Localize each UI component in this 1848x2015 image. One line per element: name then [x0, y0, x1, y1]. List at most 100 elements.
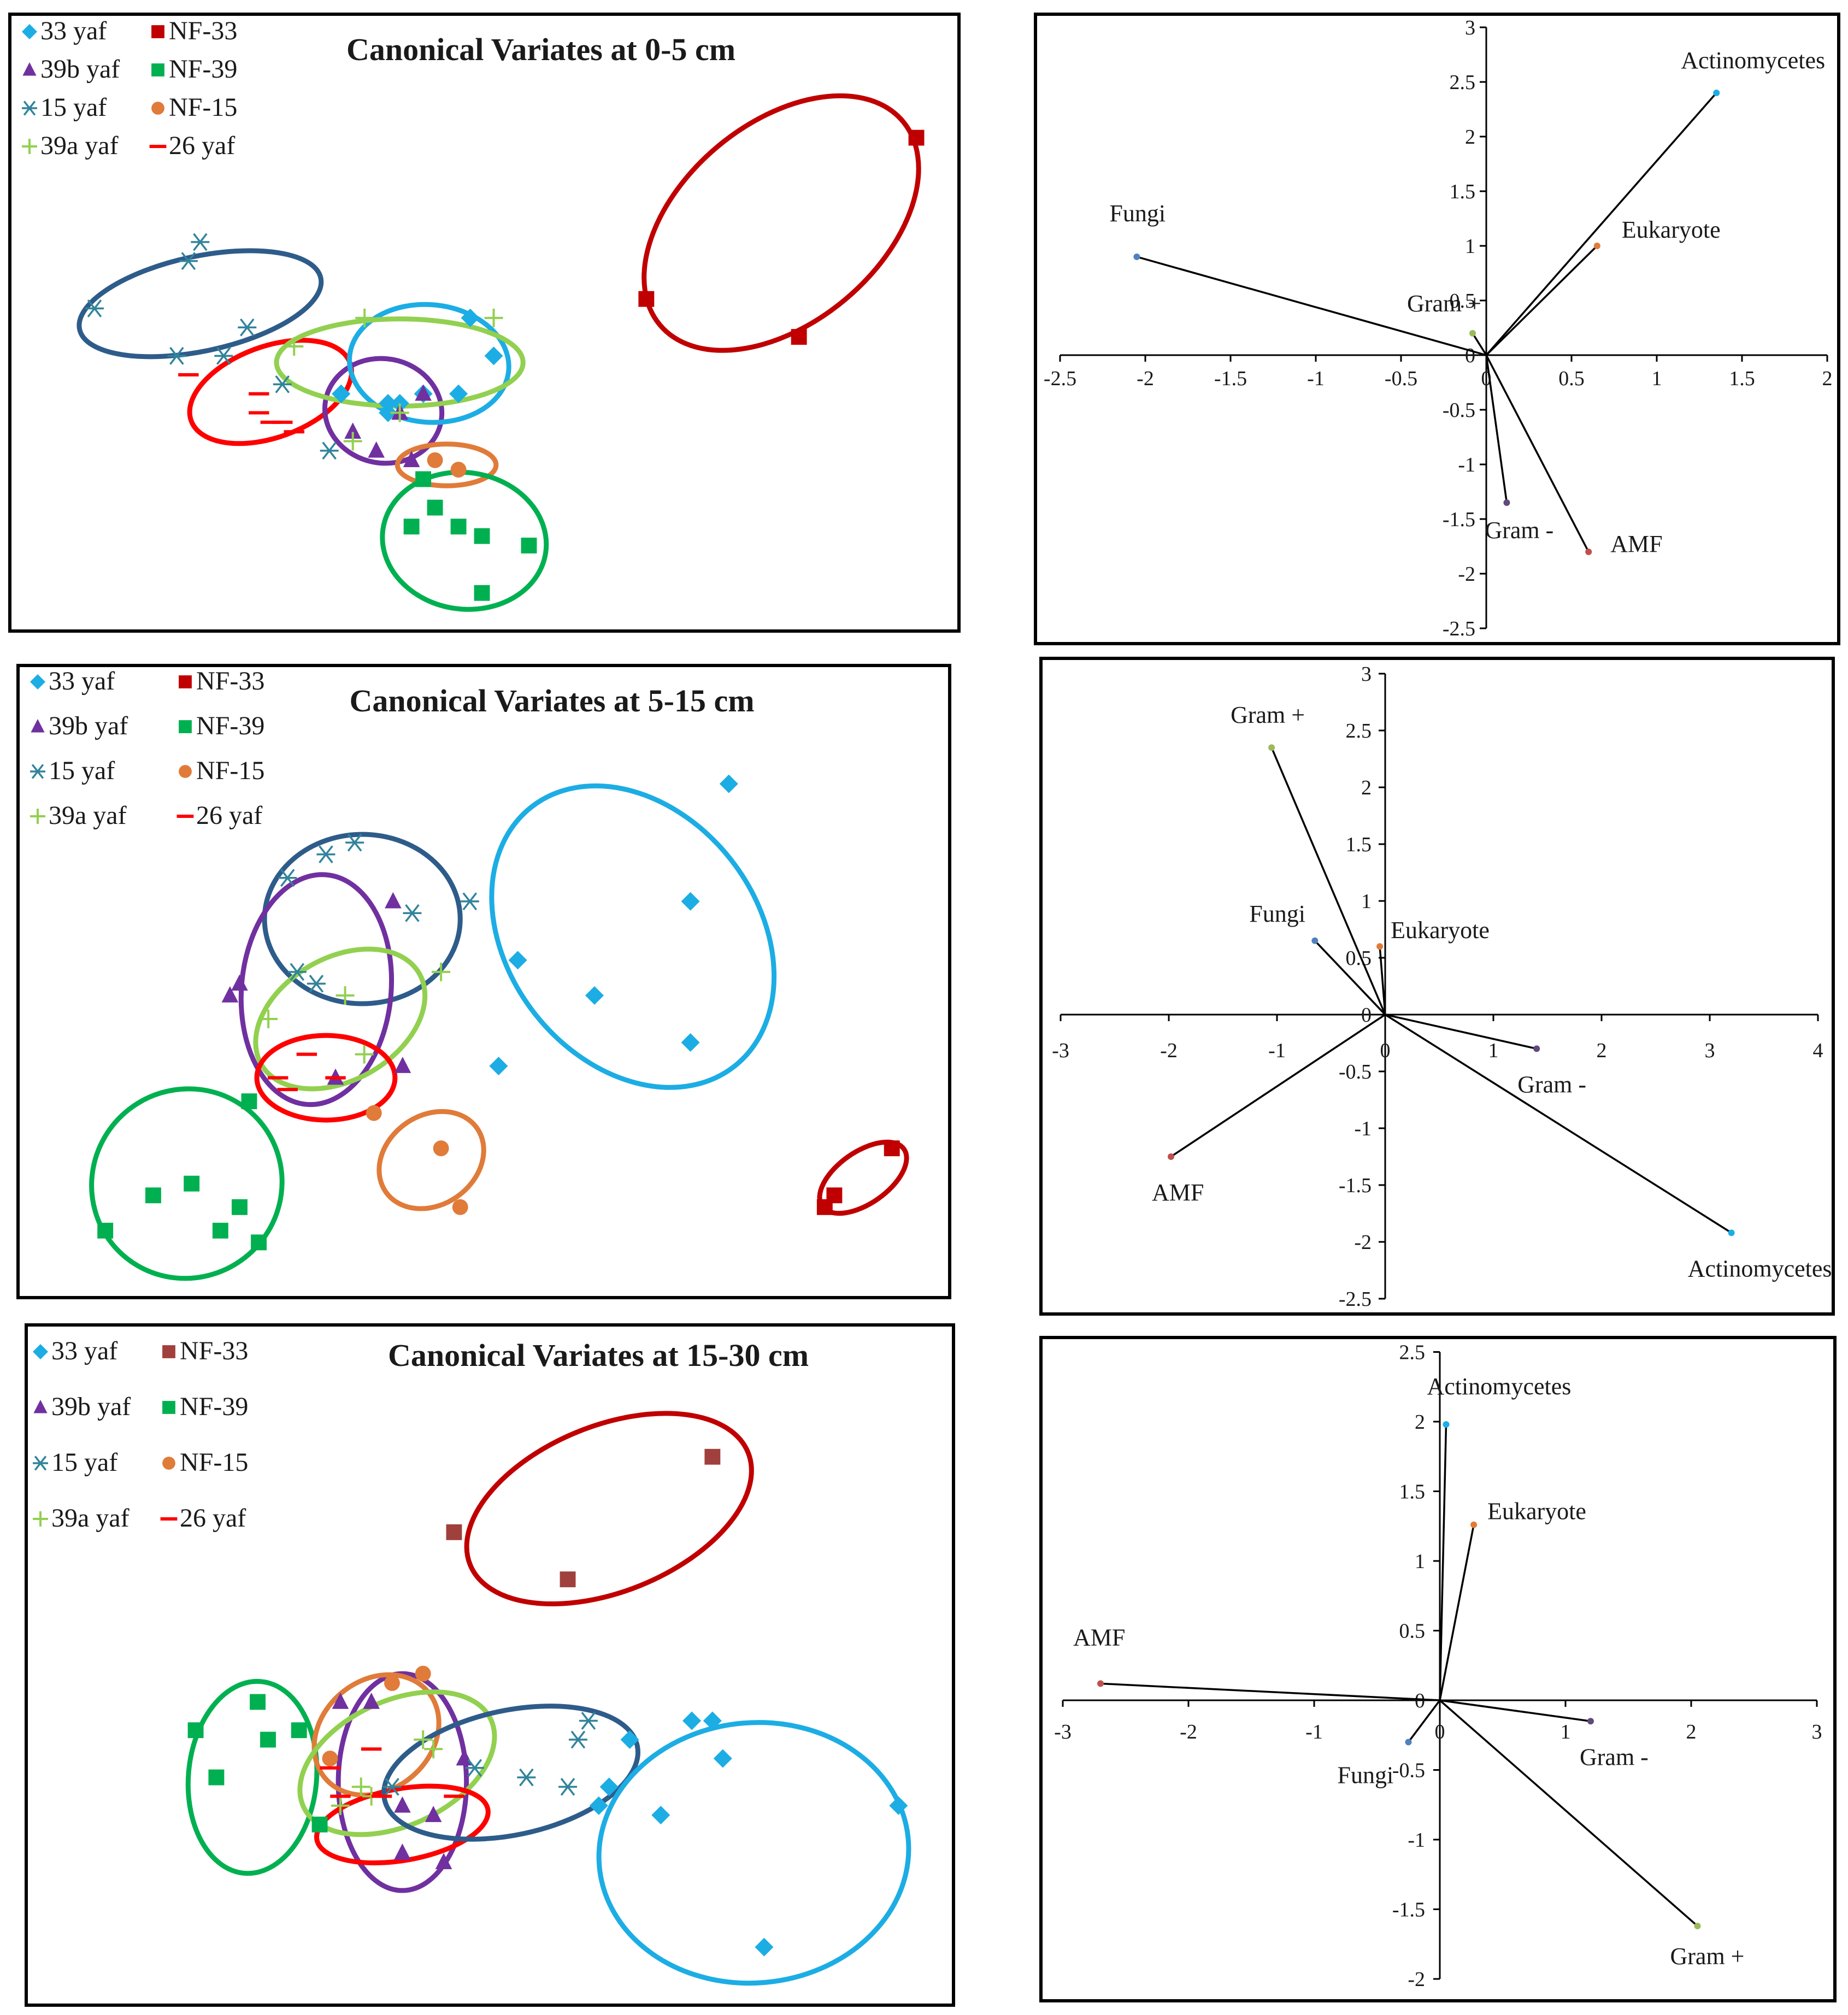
ellipse-nf-33 [464, 1411, 754, 1607]
vector-eukaryote: Eukaryote [1376, 917, 1490, 1015]
legend-marker-33-yaf [30, 674, 45, 690]
ellipse-nf-39 [185, 1678, 320, 1876]
point-33-yaf [585, 986, 604, 1005]
point-15-yaf [273, 375, 292, 393]
point-15-yaf [167, 346, 186, 365]
y-tick-label: 2.5 [1346, 720, 1372, 743]
scatter-panel-15-30cm: Canonical Variates at 15-30 cm 33 yaf NF-3… [25, 1323, 955, 2007]
vector-label: Actinomycetes [1688, 1255, 1832, 1282]
x-tick-label: -1.5 [1214, 367, 1247, 390]
vector-endpoint [1097, 1680, 1104, 1687]
legend-label: NF-15 [196, 756, 264, 785]
point-39a-yaf [355, 1045, 374, 1064]
y-tick-label: 1 [1361, 890, 1372, 913]
point-39a-yaf [414, 1730, 433, 1749]
panel-frame [1039, 1336, 1837, 2002]
legend-label: 15 yaf [51, 1448, 117, 1477]
vector-line [1485, 355, 1590, 552]
point-39a-yaf [484, 308, 503, 327]
vector-endpoint [1405, 1739, 1412, 1746]
point-39b-yaf [435, 1853, 452, 1870]
vector-actinomycetes: Actinomycetes [1385, 1014, 1832, 1282]
y-tick-label: 1 [1415, 1550, 1425, 1573]
point-39a-yaf [390, 403, 409, 422]
y-tick-label: -2 [1458, 563, 1475, 586]
legend-marker-39b-yaf [22, 62, 37, 76]
x-tick-label: -0.5 [1385, 367, 1417, 390]
x-tick-label: 2 [1597, 1039, 1607, 1062]
point-nf-33 [791, 329, 807, 345]
legend-label: 39b yaf [51, 1392, 131, 1421]
vector-line [1439, 1424, 1447, 1701]
point-nf-39 [97, 1222, 114, 1239]
x-tick-label: 1 [1561, 1721, 1571, 1743]
y-tick-label: -0.5 [1392, 1759, 1425, 1782]
point-39b-yaf [231, 974, 248, 991]
legend-item-15-yaf: 15 yaf [22, 93, 107, 122]
point-33-yaf [589, 1796, 608, 1815]
y-tick-label: 1.5 [1399, 1481, 1426, 1504]
vector-label: Gram + [1407, 290, 1481, 317]
vector-label: Eukaryote [1391, 917, 1490, 944]
point-39b-yaf [415, 384, 432, 401]
point-39a-yaf [331, 1796, 350, 1815]
point-15-yaf [214, 346, 233, 365]
y-tick-label: -2.5 [1339, 1288, 1372, 1311]
ellipse-33-yaf [489, 783, 777, 1090]
vector-label: Eukaryote [1487, 1498, 1586, 1525]
point-39b-yaf [385, 892, 402, 909]
legend-label: 39a yaf [40, 131, 119, 160]
legend-item-33-yaf: 33 yaf [30, 667, 115, 696]
point-33-yaf [461, 308, 480, 327]
series-nf-33 [816, 1140, 900, 1215]
legend-label: 39b yaf [40, 55, 120, 84]
vector-fungi: Fungi [1249, 900, 1386, 1016]
series-33-yaf [589, 1711, 908, 1957]
legend-marker-nf-15 [179, 765, 192, 778]
ellipse-15-yaf [262, 832, 463, 1006]
x-tick-label: 0.5 [1558, 367, 1585, 390]
point-15-yaf [179, 252, 198, 270]
y-tick-label: 1.5 [1346, 833, 1372, 856]
ellipse-15-yaf [381, 1704, 640, 1842]
vector-label: Gram - [1485, 517, 1553, 544]
legend-label: 33 yaf [49, 667, 115, 696]
point-nf-39 [474, 585, 490, 601]
ellipse-39b-yaf [336, 1671, 469, 1893]
legend-item-39b-yaf: 39b yaf [33, 1392, 131, 1421]
point-nf-39 [427, 499, 443, 516]
legend-marker-15-yaf [33, 1456, 48, 1471]
vector-endpoint [1694, 1923, 1701, 1930]
vector-label: Fungi [1338, 1762, 1394, 1789]
point-nf-39 [403, 519, 420, 535]
vector-line [1136, 256, 1487, 356]
point-nf-39 [145, 1187, 161, 1204]
legend-item-26-yaf: 26 yaf [149, 131, 235, 160]
point-15-yaf [238, 318, 257, 337]
point-33-yaf [681, 1033, 700, 1052]
vector-line [1385, 1014, 1732, 1234]
vector-endpoint [1268, 744, 1275, 751]
vector-line [1485, 355, 1508, 503]
legend-marker-39b-yaf [33, 1400, 48, 1413]
point-nf-33 [638, 291, 655, 307]
legend-item-33-yaf: 33 yaf [22, 16, 107, 45]
x-tick-label: 1 [1488, 1039, 1499, 1062]
legend-marker-nf-15 [151, 102, 164, 115]
point-15-yaf [307, 975, 326, 993]
legend-item-nf-15: NF-15 [162, 1448, 248, 1477]
point-33-yaf [390, 394, 409, 413]
legend-label: 33 yaf [40, 16, 107, 45]
x-tick-label: -2 [1160, 1039, 1178, 1062]
vector-actinomycetes: Actinomycetes [1427, 1373, 1571, 1701]
point-33-yaf [651, 1806, 670, 1825]
legend-label: NF-15 [169, 93, 237, 122]
y-tick-label: -2 [1354, 1231, 1372, 1254]
point-33-yaf [484, 346, 503, 366]
series-26-yaf [178, 373, 304, 434]
x-tick-label: 0 [1435, 1721, 1445, 1743]
point-39a-yaf [336, 986, 355, 1005]
vector-eukaryote: Eukaryote [1439, 1498, 1586, 1701]
point-15-yaf [517, 1768, 536, 1787]
